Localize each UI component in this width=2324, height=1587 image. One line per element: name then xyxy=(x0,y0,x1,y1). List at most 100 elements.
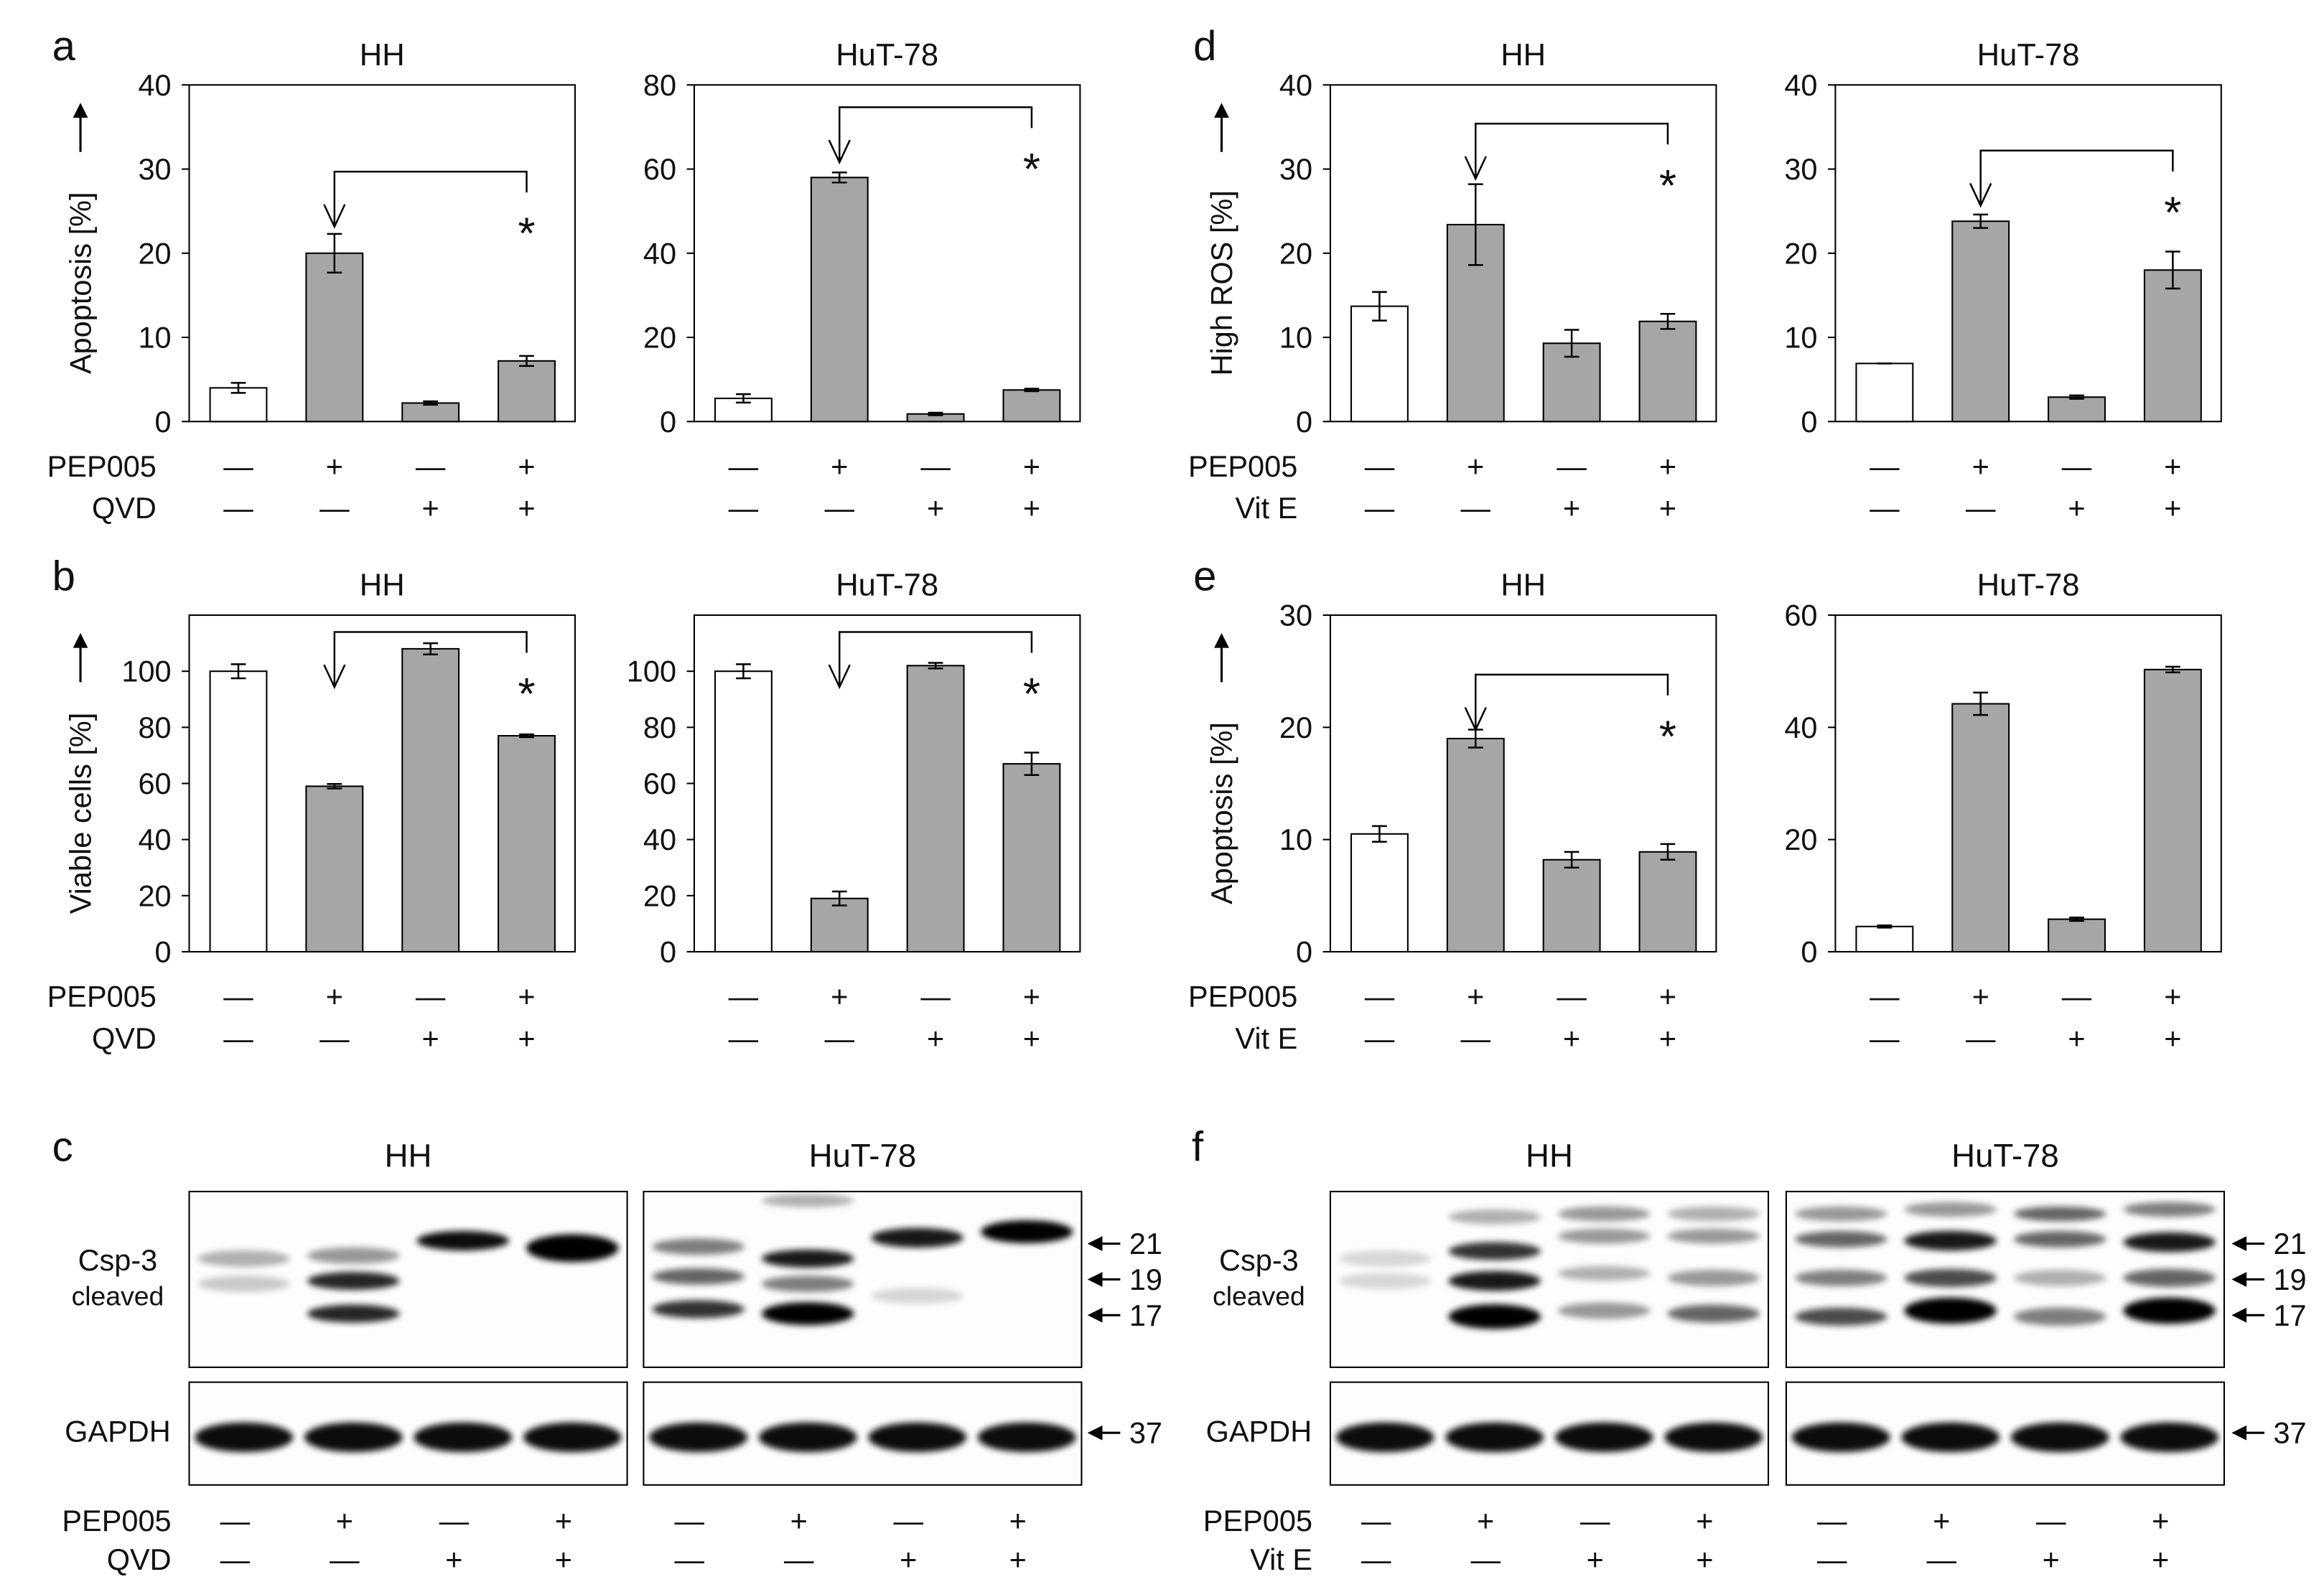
plot-frame xyxy=(1834,614,2222,953)
plot-frame xyxy=(693,614,1081,953)
bar xyxy=(305,252,364,423)
blot-band xyxy=(416,1230,510,1251)
y-axis-arrowhead xyxy=(73,632,88,648)
treatment-name: PEP005 xyxy=(62,1504,171,1537)
bar xyxy=(1002,763,1061,953)
treatment-sign: + xyxy=(445,1542,462,1576)
error-bar xyxy=(736,393,751,404)
treatment-sign: + xyxy=(1467,980,1484,1013)
blot-band xyxy=(977,1422,1076,1453)
blot-band xyxy=(1338,1273,1432,1289)
significance-bracket xyxy=(839,631,1033,686)
error-bar xyxy=(230,663,246,680)
y-axis-label: High ROS [%] xyxy=(1205,190,1238,375)
bar xyxy=(498,360,556,423)
marker-arrowhead xyxy=(2231,1236,2247,1252)
chart-title: HH xyxy=(1501,38,1546,72)
bar xyxy=(209,670,268,953)
treatment-sign: — xyxy=(1817,1542,1847,1576)
blot-band xyxy=(1794,1269,1887,1286)
significance-mark: * xyxy=(518,210,535,259)
treatment-sign: — xyxy=(1365,980,1395,1013)
treatment-sign: + xyxy=(831,449,848,483)
treatment-sign: + xyxy=(2068,1021,2085,1055)
blot-band xyxy=(2013,1206,2106,1222)
blot-band xyxy=(2123,1297,2216,1324)
blot-band xyxy=(1557,1206,1651,1222)
treatment-sign: + xyxy=(2164,980,2181,1013)
treatment-name: Vit E xyxy=(1235,491,1297,525)
panel-letter: a xyxy=(52,23,76,70)
error-bar xyxy=(1467,183,1483,266)
plot-frame xyxy=(188,614,576,953)
bracket-arrowhead xyxy=(323,204,346,229)
chart-title: HH xyxy=(1501,568,1546,603)
y-tick-label: 10 xyxy=(138,321,171,355)
plot-frame xyxy=(1329,614,1717,953)
y-tick-label: 0 xyxy=(660,405,676,439)
y-tick-label: 100 xyxy=(627,655,676,688)
y-tick-label: 40 xyxy=(138,823,171,856)
blot-band xyxy=(307,1247,400,1264)
treatment-name: PEP005 xyxy=(1188,449,1297,483)
y-tick-label: 0 xyxy=(660,935,676,968)
bar xyxy=(714,670,773,953)
bracket-arrowhead xyxy=(1464,706,1487,732)
blot-band xyxy=(1794,1231,1887,1247)
error-bar xyxy=(736,663,751,680)
y-tick-label: 30 xyxy=(1279,599,1312,632)
treatment-sign: — xyxy=(416,980,446,1013)
treatment-sign: — xyxy=(1471,1542,1501,1576)
treatment-sign: + xyxy=(790,1504,808,1537)
chart-title: HH xyxy=(360,568,405,603)
blot-band xyxy=(1794,1307,1887,1326)
bar xyxy=(1446,737,1505,953)
y-tick-label: 80 xyxy=(138,711,171,744)
blot-band xyxy=(304,1422,403,1453)
marker-arrowhead xyxy=(2231,1425,2247,1441)
y-tick-label: 60 xyxy=(138,767,171,800)
treatment-sign: + xyxy=(1023,1021,1040,1055)
blot-band xyxy=(980,1220,1073,1244)
treatment-sign: — xyxy=(1461,1021,1491,1055)
marker-label: 21 xyxy=(1129,1227,1162,1260)
y-tick-label: 100 xyxy=(121,655,171,688)
treatment-sign: — xyxy=(1966,491,1996,525)
bar xyxy=(1951,220,2010,423)
treatment-sign: — xyxy=(1926,1542,1956,1576)
y-tick-label: 30 xyxy=(1784,152,1817,186)
treatment-name: Vit E xyxy=(1250,1542,1312,1576)
blot-band xyxy=(868,1422,967,1453)
treatment-sign: + xyxy=(2152,1504,2169,1537)
marker-label: 17 xyxy=(1129,1298,1162,1332)
marker-arrowhead xyxy=(1087,1425,1103,1441)
treatment-sign: — xyxy=(1817,1504,1847,1537)
panel-letter: e xyxy=(1193,553,1216,600)
treatment-sign: — xyxy=(1557,980,1587,1013)
treatment-sign: — xyxy=(220,1504,251,1537)
treatment-sign: + xyxy=(1477,1504,1494,1537)
bracket-arrowhead xyxy=(323,664,346,690)
treatment-sign: + xyxy=(518,491,535,525)
blot-band xyxy=(1445,1422,1544,1453)
error-bar xyxy=(519,733,534,739)
blot-band xyxy=(1901,1422,2000,1453)
y-axis-label: Apoptosis [%] xyxy=(1205,722,1238,904)
blot-band xyxy=(195,1422,294,1453)
bar xyxy=(1350,305,1409,423)
y-tick-label: 80 xyxy=(643,68,676,102)
y-tick-label: 0 xyxy=(1296,405,1312,439)
blot-band xyxy=(1791,1422,1890,1453)
marker-label: 21 xyxy=(2273,1227,2306,1260)
protein-label: GAPDH xyxy=(1206,1415,1312,1448)
bar xyxy=(1350,833,1409,953)
error-bar xyxy=(1372,291,1387,322)
error-bar xyxy=(1564,329,1579,358)
treatment-sign: — xyxy=(439,1504,470,1537)
y-tick-label: 10 xyxy=(1784,321,1817,355)
treatment-name: QVD xyxy=(107,1542,172,1576)
treatment-sign: — xyxy=(223,1021,253,1055)
treatment-sign: — xyxy=(729,449,759,483)
bar xyxy=(1855,362,1914,423)
significance-bracket xyxy=(1979,149,2174,205)
